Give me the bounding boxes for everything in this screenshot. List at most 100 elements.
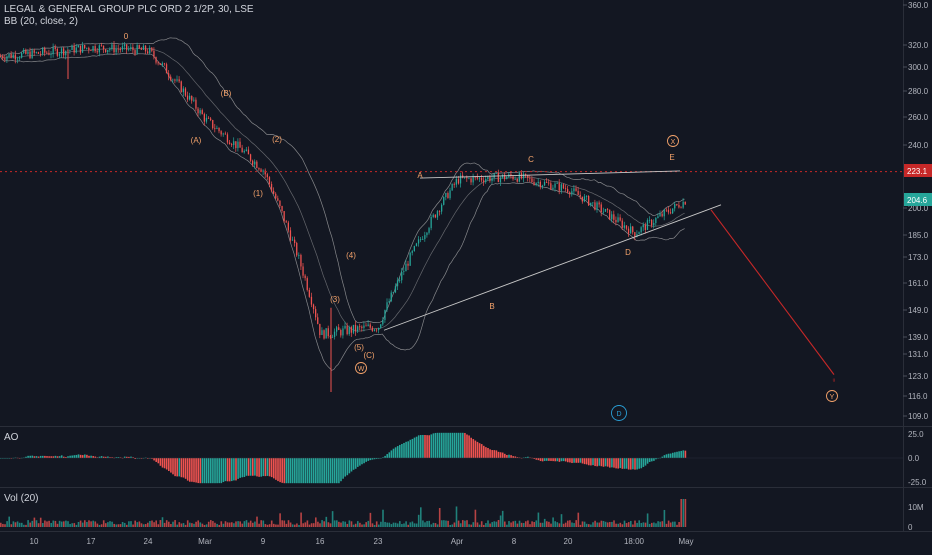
volume-bar bbox=[121, 522, 124, 527]
candle-body bbox=[277, 198, 279, 201]
ao-bar bbox=[636, 458, 638, 470]
candle-body bbox=[161, 63, 163, 65]
wave-label[interactable]: A bbox=[417, 171, 423, 180]
volume-bar bbox=[516, 523, 519, 527]
price-axis[interactable]: 360.0 320.0 300.0 280.0 260.0 240.0 200.0 185.0… bbox=[0, 1, 932, 532]
vol-label[interactable]: Vol (20) bbox=[4, 493, 39, 504]
price-tick-label[interactable]: 360.0 bbox=[908, 1, 929, 10]
wave-label[interactable]: B bbox=[489, 302, 494, 311]
candle-body bbox=[138, 45, 140, 49]
symbol-title[interactable]: LEGAL & GENERAL GROUP PLC ORD 2 1/2P, 30… bbox=[4, 4, 254, 15]
ao-bar bbox=[35, 456, 38, 458]
volume-bar bbox=[67, 521, 69, 527]
volume-bar bbox=[140, 523, 143, 527]
time-tick-label[interactable]: Mar bbox=[198, 537, 212, 546]
volume-bar bbox=[199, 522, 202, 527]
time-tick-label[interactable]: 10 bbox=[30, 537, 39, 546]
time-tick-label[interactable]: 9 bbox=[261, 537, 266, 546]
price-tick-label[interactable]: 131.0 bbox=[908, 350, 929, 359]
wave-label[interactable]: 0 bbox=[124, 32, 129, 41]
candle-body bbox=[394, 286, 397, 293]
vol-tick-label[interactable]: 0 bbox=[908, 523, 913, 532]
time-tick-label[interactable]: May bbox=[678, 537, 693, 546]
candle-body bbox=[279, 200, 281, 207]
wave-label[interactable]: (4) bbox=[346, 251, 356, 260]
price-tick-label[interactable]: 161.0 bbox=[908, 279, 929, 288]
volume-bar bbox=[79, 520, 82, 527]
price-tick-label[interactable]: 116.0 bbox=[908, 392, 928, 401]
ao-bar bbox=[674, 452, 676, 458]
ao-bar bbox=[569, 458, 571, 463]
wave-label[interactable]: (2) bbox=[272, 135, 282, 144]
wave-label[interactable]: (5) bbox=[354, 343, 364, 352]
ao-bar bbox=[92, 456, 94, 458]
wave-label[interactable]: C bbox=[528, 155, 534, 164]
price-tick-label[interactable]: 280.0 bbox=[908, 87, 929, 96]
price-tick-label[interactable]: 109.0 bbox=[908, 412, 929, 421]
wave-label[interactable]: (B) bbox=[221, 89, 232, 98]
price-tick-label[interactable]: 173.0 bbox=[908, 253, 929, 262]
ao-tick-label[interactable]: 0.0 bbox=[908, 454, 920, 463]
time-tick-label[interactable]: 8 bbox=[512, 537, 517, 546]
candle-body bbox=[128, 48, 130, 50]
volume-bar bbox=[126, 524, 128, 527]
price-tick-label[interactable]: 149.0 bbox=[908, 306, 929, 315]
volume-bar bbox=[428, 520, 430, 527]
price-tick-label[interactable]: 185.0 bbox=[908, 231, 929, 240]
wave-label[interactable]: (C) bbox=[363, 351, 374, 360]
wave-label[interactable]: (3) bbox=[330, 295, 340, 304]
volume-bar bbox=[308, 524, 311, 527]
price-tick-label[interactable]: 123.0 bbox=[908, 372, 929, 381]
time-tick-label[interactable]: 20 bbox=[564, 537, 573, 546]
reference-price-badge[interactable] bbox=[904, 164, 932, 177]
ao-bar bbox=[88, 455, 90, 458]
volume-bar bbox=[548, 521, 550, 527]
volume-bar bbox=[655, 523, 657, 527]
price-tick-label[interactable]: 300.0 bbox=[908, 63, 929, 72]
ao-label[interactable]: AO bbox=[4, 432, 19, 443]
ao-bar bbox=[218, 458, 220, 484]
ao-tick-label[interactable]: -25.0 bbox=[908, 478, 927, 487]
wave-label[interactable]: (1) bbox=[253, 189, 263, 198]
volume-bar bbox=[560, 514, 563, 527]
indicator-label[interactable]: BB (20, close, 2) bbox=[4, 16, 78, 27]
time-tick-label[interactable]: 23 bbox=[374, 537, 383, 546]
candle-body bbox=[573, 188, 575, 192]
time-axis[interactable]: 10 17 24 Mar 9 16 23 Apr 8 20 18:00 May bbox=[30, 537, 694, 546]
volume-bar bbox=[247, 522, 250, 527]
time-tick-label[interactable]: Apr bbox=[451, 537, 464, 546]
wave-label[interactable]: W bbox=[358, 366, 365, 373]
wave-label[interactable]: (A) bbox=[191, 136, 202, 145]
price-tick-label[interactable]: 240.0 bbox=[908, 141, 929, 150]
wave-label[interactable]: X bbox=[671, 139, 676, 146]
time-tick-label[interactable]: 17 bbox=[87, 537, 96, 546]
volume-bar bbox=[369, 512, 372, 527]
candle-body bbox=[249, 154, 252, 161]
time-tick-label[interactable]: 24 bbox=[144, 537, 153, 546]
price-tick-label[interactable]: 139.0 bbox=[908, 333, 929, 342]
wave-label[interactable]: E bbox=[669, 153, 674, 162]
volume-bar bbox=[226, 522, 229, 527]
price-tick-label[interactable]: 260.0 bbox=[908, 113, 929, 122]
volume-bar bbox=[669, 522, 672, 527]
last-price-badge[interactable] bbox=[904, 193, 932, 206]
vol-tick-label[interactable]: 10M bbox=[908, 503, 924, 512]
candle-body bbox=[659, 213, 661, 217]
ao-tick-label[interactable]: 25.0 bbox=[908, 430, 924, 439]
candle-body bbox=[371, 327, 373, 331]
wave-label[interactable]: D bbox=[616, 411, 621, 418]
volume-bar bbox=[92, 520, 94, 527]
ao-bar bbox=[684, 450, 687, 458]
price-tick-label[interactable]: 200.0 bbox=[908, 204, 929, 213]
ao-bar bbox=[665, 454, 668, 458]
volume-bar bbox=[264, 524, 267, 527]
price-tick-label[interactable]: 320.0 bbox=[908, 41, 929, 50]
ao-bar bbox=[170, 458, 172, 473]
wave-label[interactable]: Y bbox=[830, 394, 835, 401]
ao-bar bbox=[676, 451, 678, 458]
wave-label[interactable]: D bbox=[625, 248, 631, 257]
time-tick-label[interactable]: 18:00 bbox=[624, 537, 645, 546]
time-tick-label[interactable]: 16 bbox=[316, 537, 325, 546]
